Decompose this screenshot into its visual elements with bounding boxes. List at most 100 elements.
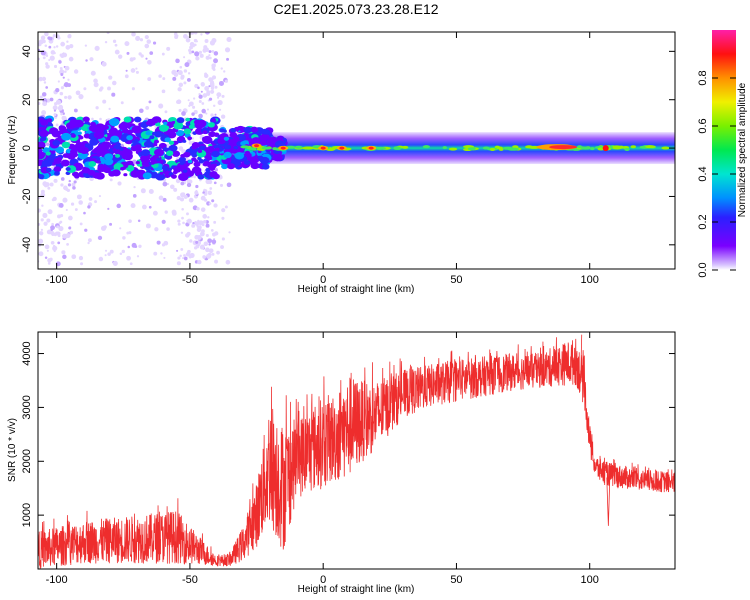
spectral-blob [205, 155, 213, 161]
noise-speckle [182, 221, 185, 225]
noise-speckle [197, 225, 202, 230]
x-tick-label: -100 [46, 274, 68, 286]
noise-speckle [152, 210, 158, 216]
band-fleck [630, 145, 637, 149]
noise-speckle [158, 74, 162, 78]
spectral-blob [87, 169, 96, 176]
spectrogram-frame [37, 31, 676, 270]
noise-speckle [68, 56, 74, 62]
spectral-blob [145, 121, 152, 126]
noise-speckle [44, 244, 50, 250]
spectral-blob [39, 137, 45, 142]
noise-speckle [67, 183, 72, 187]
noise-speckle [99, 117, 102, 121]
spectral-blob [145, 131, 151, 136]
noise-speckle [208, 54, 211, 57]
noise-speckle [98, 87, 103, 92]
noise-speckle [210, 229, 214, 232]
noise-speckle [210, 89, 215, 94]
noise-speckle [183, 254, 186, 257]
spectrogram-panel: -100 -50 0 50 100 -40 -20 0 20 40 Height of stra… [7, 31, 676, 295]
spectral-blob [182, 169, 188, 173]
noise-speckle [78, 200, 83, 205]
spectral-blob [131, 125, 142, 134]
noise-speckle [226, 57, 230, 61]
spectral-blob [46, 156, 52, 162]
spectral-blob [71, 171, 79, 177]
noise-speckle [178, 82, 184, 88]
spectral-blob [223, 144, 230, 150]
noise-speckle [179, 197, 185, 202]
spectral-blob [230, 127, 237, 133]
noise-speckle [207, 190, 213, 196]
spectral-blob [40, 119, 49, 126]
noise-speckle [211, 49, 215, 53]
spectral-blob [123, 164, 128, 169]
spectral-blob [158, 124, 169, 132]
noise-speckle [46, 218, 51, 223]
spectral-blob [135, 161, 140, 165]
x-tick-label: 50 [450, 574, 462, 586]
noise-speckle [202, 255, 206, 259]
spectral-blob [208, 166, 216, 171]
noise-speckle [104, 249, 108, 252]
spectral-blob [126, 135, 133, 141]
spectrogram-x-label: Height of straight line (km) [298, 284, 415, 295]
noise-speckle [153, 251, 158, 256]
noise-speckle [104, 40, 108, 44]
noise-speckle [183, 69, 188, 73]
noise-speckle [49, 97, 54, 102]
band-fleck [240, 145, 250, 149]
spectral-blob [69, 149, 77, 155]
noise-speckle [46, 142, 50, 146]
noise-speckle [158, 195, 164, 201]
noise-speckle [210, 113, 214, 117]
noise-speckle [48, 58, 51, 62]
noise-speckle [186, 179, 191, 184]
noise-speckle [208, 97, 213, 101]
spectral-blob [162, 147, 169, 152]
noise-speckle [94, 45, 100, 51]
noise-speckle [88, 197, 93, 201]
noise-speckle [68, 179, 71, 183]
snr-panel: -100 -50 0 50 100 1000 2000 3000 4000 Height of… [7, 331, 676, 595]
noise-speckle [83, 87, 87, 91]
noise-speckle [193, 32, 198, 35]
noise-speckle [107, 86, 111, 91]
noise-speckle [186, 182, 192, 188]
spectral-blob [93, 130, 105, 139]
noise-speckle [202, 93, 208, 98]
noise-speckle [55, 87, 60, 93]
noise-speckle [62, 233, 68, 239]
band-fleck [422, 145, 430, 149]
band-fleck [496, 146, 503, 150]
noise-speckle [216, 250, 220, 255]
spectral-blob [179, 161, 185, 165]
hot-spot-core [368, 146, 374, 150]
spectral-blob [171, 150, 181, 157]
spectral-blob [143, 140, 153, 148]
noise-speckle [206, 91, 211, 96]
x-tick-label: -50 [182, 574, 198, 586]
noise-speckle [205, 112, 208, 115]
noise-speckle [138, 52, 142, 56]
noise-speckle [40, 35, 46, 41]
noise-speckle [38, 101, 41, 105]
noise-speckle [138, 244, 142, 248]
noise-speckle [60, 73, 64, 77]
noise-speckle [220, 67, 223, 70]
noise-speckle [135, 35, 141, 41]
noise-speckle [114, 43, 118, 47]
noise-speckle [139, 108, 144, 114]
noise-speckle [62, 197, 68, 203]
spectral-blob [112, 148, 117, 152]
spectral-blob [141, 160, 151, 168]
noise-speckle [65, 45, 71, 50]
spectral-blob [67, 152, 76, 160]
noise-speckle [148, 205, 152, 209]
noise-speckle [58, 36, 61, 40]
x-tick-label: 0 [320, 574, 326, 586]
noise-speckle [201, 244, 205, 248]
noise-speckle [94, 200, 98, 204]
spectral-blob [170, 174, 177, 179]
